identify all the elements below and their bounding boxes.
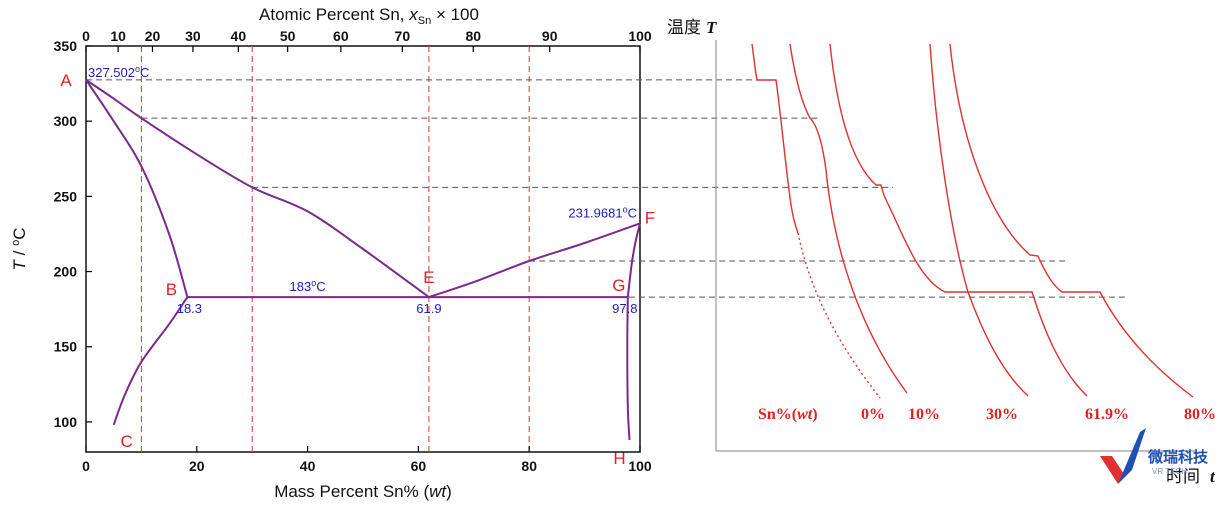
point-label-B: B (166, 280, 177, 299)
cooling-curve-30 (829, 43, 1029, 397)
curve-label: 80% (1184, 406, 1216, 423)
logo-mark-right (1118, 428, 1146, 484)
x-tick-label: 100 (628, 458, 652, 474)
logo-text: 微瑞科技 (1147, 448, 1209, 466)
reference-lines (86, 79, 1125, 298)
y-axis-ticks: 100 150 200 250 300 350 (54, 38, 92, 430)
cooling-curve-0 (751, 43, 799, 234)
phase-boundary-liquidus-Sn (428, 222, 641, 299)
point-label-E: E (423, 268, 434, 287)
x-tick-label: 0 (82, 458, 90, 474)
phase-boundary-solidus-Sn (626, 223, 641, 298)
annotation-value: 231.9681 (568, 205, 622, 220)
y-tick-label: 150 (54, 339, 78, 355)
top-tick-label: 90 (542, 28, 558, 44)
annotation-unit: C (140, 65, 149, 80)
y-tick-label: 200 (54, 264, 78, 280)
top-tick-label: 20 (145, 28, 161, 44)
top-tick-label: 40 (231, 28, 247, 44)
top-tick-label: 50 (280, 28, 296, 44)
annotation-unit: C (628, 205, 637, 220)
value-annotation: 327.502oC (88, 64, 149, 80)
top-axis-title: Atomic Percent Sn, xSn × 100 (259, 5, 479, 27)
curve-label: 30% (986, 406, 1018, 423)
annotation-degree: o (135, 64, 140, 74)
y-tick-label: 350 (54, 38, 78, 54)
phase-boundary-solvus-Sn (626, 297, 631, 441)
annotation-degree: o (311, 278, 316, 288)
top-tick-label: 30 (185, 28, 201, 44)
value-annotation: 61.9 (416, 301, 441, 316)
value-annotation: 97.8 (612, 301, 637, 316)
value-annotation: 183oC (290, 278, 326, 294)
logo-subtext: VR TECH (1152, 467, 1187, 476)
top-tick-label: 100 (628, 28, 652, 44)
curve-label: 0% (861, 406, 885, 423)
phase-boundary-liquidus-Pb (85, 78, 430, 298)
cooling-curves (751, 43, 1194, 399)
phase-boundary-solidus-Pb (85, 79, 189, 298)
top-tick-label: 0 (82, 28, 90, 44)
annotation-unit: C (316, 279, 325, 294)
plot-frame (85, 45, 641, 453)
curve-label: 61.9% (1085, 406, 1129, 423)
cooling-curve-0-tail (797, 232, 881, 399)
top-tick-label: 10 (110, 28, 126, 44)
top-tick-label: 80 (465, 28, 481, 44)
phase-diagram: 0 20 40 60 80 100 100 150 200 250 300 350 0 10 20 30 4… (10, 5, 1125, 501)
point-label-H: H (613, 449, 625, 468)
annotation-value: 183 (290, 279, 312, 294)
point-label-C: C (121, 432, 133, 451)
x-tick-label: 60 (411, 458, 427, 474)
x-tick-label: 40 (300, 458, 316, 474)
x-axis-title: Mass Percent Sn% (wt) (274, 482, 452, 501)
top-tick-label: 60 (333, 28, 349, 44)
curve-labels: 0% 10% 30% 61.9% 80% (861, 406, 1216, 423)
phase-boundaries (85, 78, 641, 441)
point-label-A: A (60, 71, 72, 90)
point-label-G: G (612, 276, 625, 295)
cooling-curves-chart: 温度 T 时间 t Sn%(wt) 0% 10% 30% 61.9% 80% (667, 18, 1216, 486)
y-tick-label: 100 (54, 414, 78, 430)
logo-mark-left (1100, 456, 1124, 484)
y-tick-label: 250 (54, 188, 78, 204)
value-annotation: 231.9681oC (568, 204, 637, 220)
top-axis-ticks: 0 10 20 30 40 50 60 70 80 90 100 (82, 28, 652, 52)
cooling-curve-80 (949, 43, 1194, 398)
composition-lines (140, 46, 530, 452)
x-axis-ticks: 0 20 40 60 80 100 (82, 446, 652, 474)
x-tick-label: 20 (189, 458, 205, 474)
curve-label: 10% (908, 406, 940, 423)
y-tick-label: 300 (54, 113, 78, 129)
x-tick-label: 80 (521, 458, 537, 474)
cooling-curve-10 (789, 43, 908, 394)
point-labels: A B C E F G H (60, 71, 655, 468)
time-axis-title: 时间 t (1166, 467, 1216, 486)
top-tick-label: 70 (395, 28, 411, 44)
temperature-axis-title: 温度 T (667, 18, 717, 37)
point-label-F: F (645, 208, 655, 227)
watermark-logo: 微瑞科技 VR TECH (1100, 428, 1209, 484)
phase-boundary-solvus-Pb (112, 296, 189, 426)
annotation-value: 327.502 (88, 65, 135, 80)
value-annotation: 18.3 (177, 301, 202, 316)
y-axis-title: T / oC (10, 228, 29, 271)
annotation-value: 97.8 (612, 301, 637, 316)
legend-label: Sn%(wt) (758, 406, 818, 423)
annotation-value: 18.3 (177, 301, 202, 316)
cooling-curve-61-9 (929, 43, 1088, 397)
annotation-value: 61.9 (416, 301, 441, 316)
annotation-degree: o (623, 204, 628, 214)
